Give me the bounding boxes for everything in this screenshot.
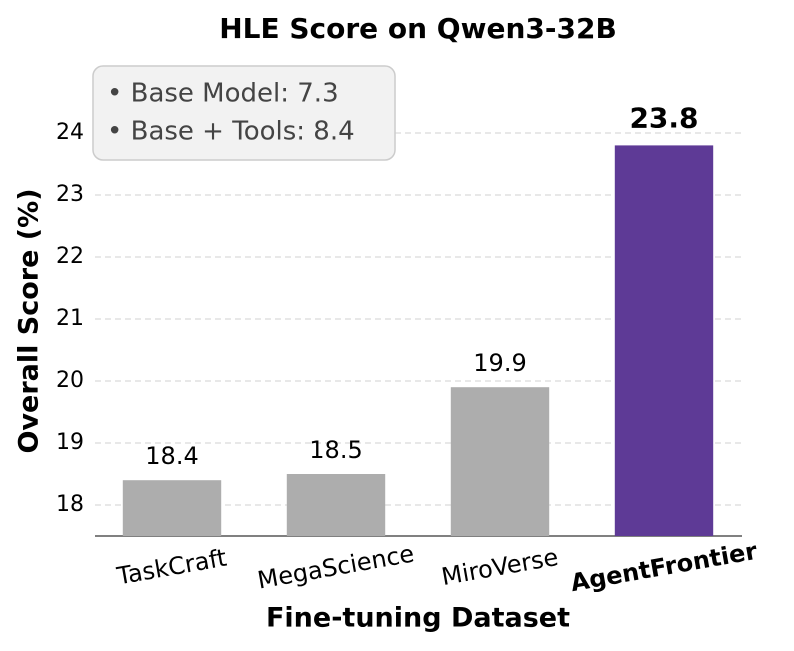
bar	[286, 474, 386, 536]
x-tick-label: MegaScience	[255, 539, 416, 594]
bar	[614, 145, 714, 536]
y-tick-label: 18	[56, 492, 84, 517]
y-axis-label: Overall Score (%)	[14, 188, 45, 453]
annotation-text: • Base Model: 7.3	[107, 79, 339, 109]
y-tick-label: 21	[56, 306, 84, 331]
x-tick-label: TaskCraft	[114, 544, 229, 591]
value-label: 18.5	[309, 436, 362, 464]
x-tick-label: MiroVerse	[439, 543, 560, 591]
chart-title: HLE Score on Qwen3-32B	[219, 12, 617, 45]
y-tick-label: 24	[56, 120, 84, 145]
y-tick-label: 19	[56, 430, 84, 455]
y-tick-label: 20	[56, 368, 84, 393]
y-tick-label: 23	[56, 182, 84, 207]
value-label: 18.4	[145, 442, 198, 470]
annotation-box	[92, 65, 396, 161]
x-tick-label: AgentFrontier	[568, 537, 759, 597]
value-label: 23.8	[629, 101, 698, 134]
y-tick-label: 22	[56, 244, 84, 269]
bar	[450, 387, 550, 536]
annotation-text: • Base + Tools: 8.4	[107, 117, 355, 147]
value-label: 19.9	[473, 349, 526, 377]
x-axis-label: Fine-tuning Dataset	[266, 603, 570, 634]
bar	[122, 480, 222, 536]
